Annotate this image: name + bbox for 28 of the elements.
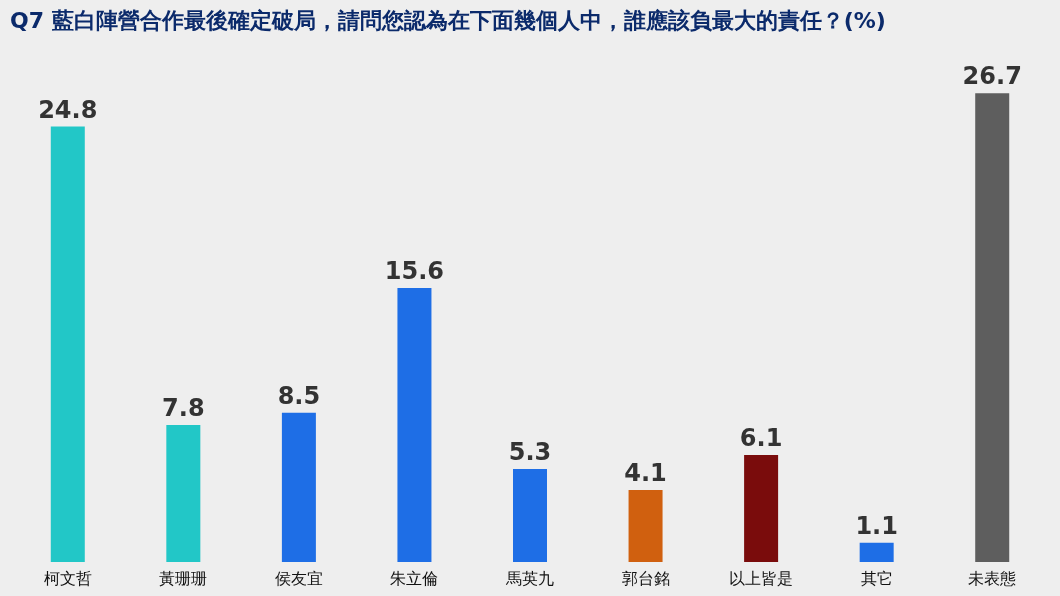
data-label: 5.3 [508, 437, 552, 466]
bar [397, 288, 432, 562]
chart-title: Q7 藍白陣營合作最後確定破局，請問您認為在下面幾個人中，誰應該負最大的責任？(%) [10, 8, 886, 33]
data-label: 8.5 [277, 381, 321, 410]
data-label: 7.8 [162, 394, 205, 423]
bar [859, 542, 894, 562]
x-tick-label: 朱立倫 [390, 568, 439, 588]
bar [975, 93, 1010, 562]
x-tick-label: 侯友宜 [274, 568, 323, 588]
bar [281, 412, 316, 562]
data-label: 15.6 [384, 257, 445, 286]
data-label: 4.1 [624, 459, 667, 488]
data-label: 26.7 [962, 62, 1022, 91]
x-tick-label: 馬英九 [505, 568, 554, 588]
bar [513, 468, 547, 562]
bar [166, 425, 201, 562]
x-tick-label: 以上皆是 [729, 568, 794, 588]
x-tick-label: 柯文哲 [43, 568, 92, 588]
data-label: 6.1 [739, 423, 783, 452]
x-tick-label: 郭台銘 [621, 568, 670, 588]
bar [744, 454, 779, 562]
bar [628, 490, 663, 562]
x-tick-label: 黃珊珊 [159, 568, 208, 588]
x-tick-label: 其它 [860, 568, 893, 588]
x-tick-label: 未表態 [968, 568, 1017, 588]
data-label: 1.1 [855, 511, 898, 540]
bar [50, 126, 85, 562]
data-label: 24.8 [38, 95, 98, 124]
